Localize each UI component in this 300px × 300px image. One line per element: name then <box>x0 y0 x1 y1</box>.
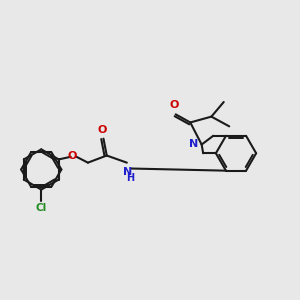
Text: H: H <box>126 173 134 183</box>
Text: Cl: Cl <box>36 203 47 213</box>
Text: N: N <box>123 167 133 177</box>
Text: O: O <box>169 100 179 110</box>
Text: O: O <box>68 151 77 161</box>
Text: O: O <box>97 125 106 135</box>
Text: N: N <box>188 139 198 149</box>
